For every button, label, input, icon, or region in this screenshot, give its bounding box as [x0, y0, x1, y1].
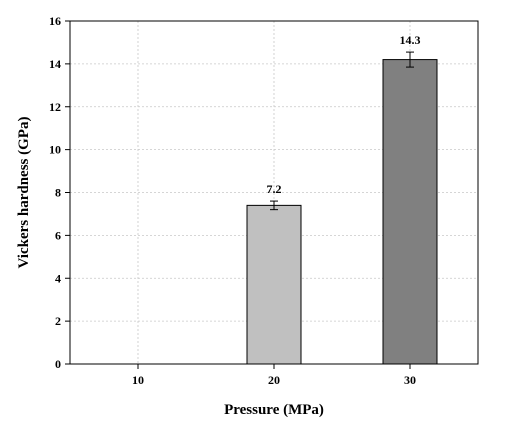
y-axis-title: Vickers hardness (GPa)	[16, 117, 32, 269]
x-tick-label: 10	[132, 373, 144, 387]
y-tick-label: 2	[55, 314, 61, 328]
y-tick-label: 8	[55, 186, 61, 200]
y-tick-label: 6	[55, 228, 61, 242]
y-tick-label: 0	[55, 357, 61, 371]
bar	[246, 204, 302, 365]
y-tick-label: 10	[49, 143, 61, 157]
x-axis-title: Pressure (MPa)	[224, 402, 324, 418]
y-tick-label: 4	[55, 271, 61, 285]
y-tick-label: 16	[49, 14, 61, 28]
bar	[382, 59, 438, 365]
x-tick-label: 20	[268, 373, 280, 387]
bars: 7.2 14.3	[246, 33, 438, 365]
x-tick-label: 30	[404, 373, 416, 387]
y-tick-label: 14	[49, 57, 61, 71]
bar-data-label: 14.3	[400, 33, 421, 47]
axis-ticks: 0 2 4 6 8 10 12 14 16 10 20 30	[49, 14, 416, 387]
y-tick-label: 12	[49, 100, 61, 114]
bar-data-label: 7.2	[267, 182, 282, 196]
